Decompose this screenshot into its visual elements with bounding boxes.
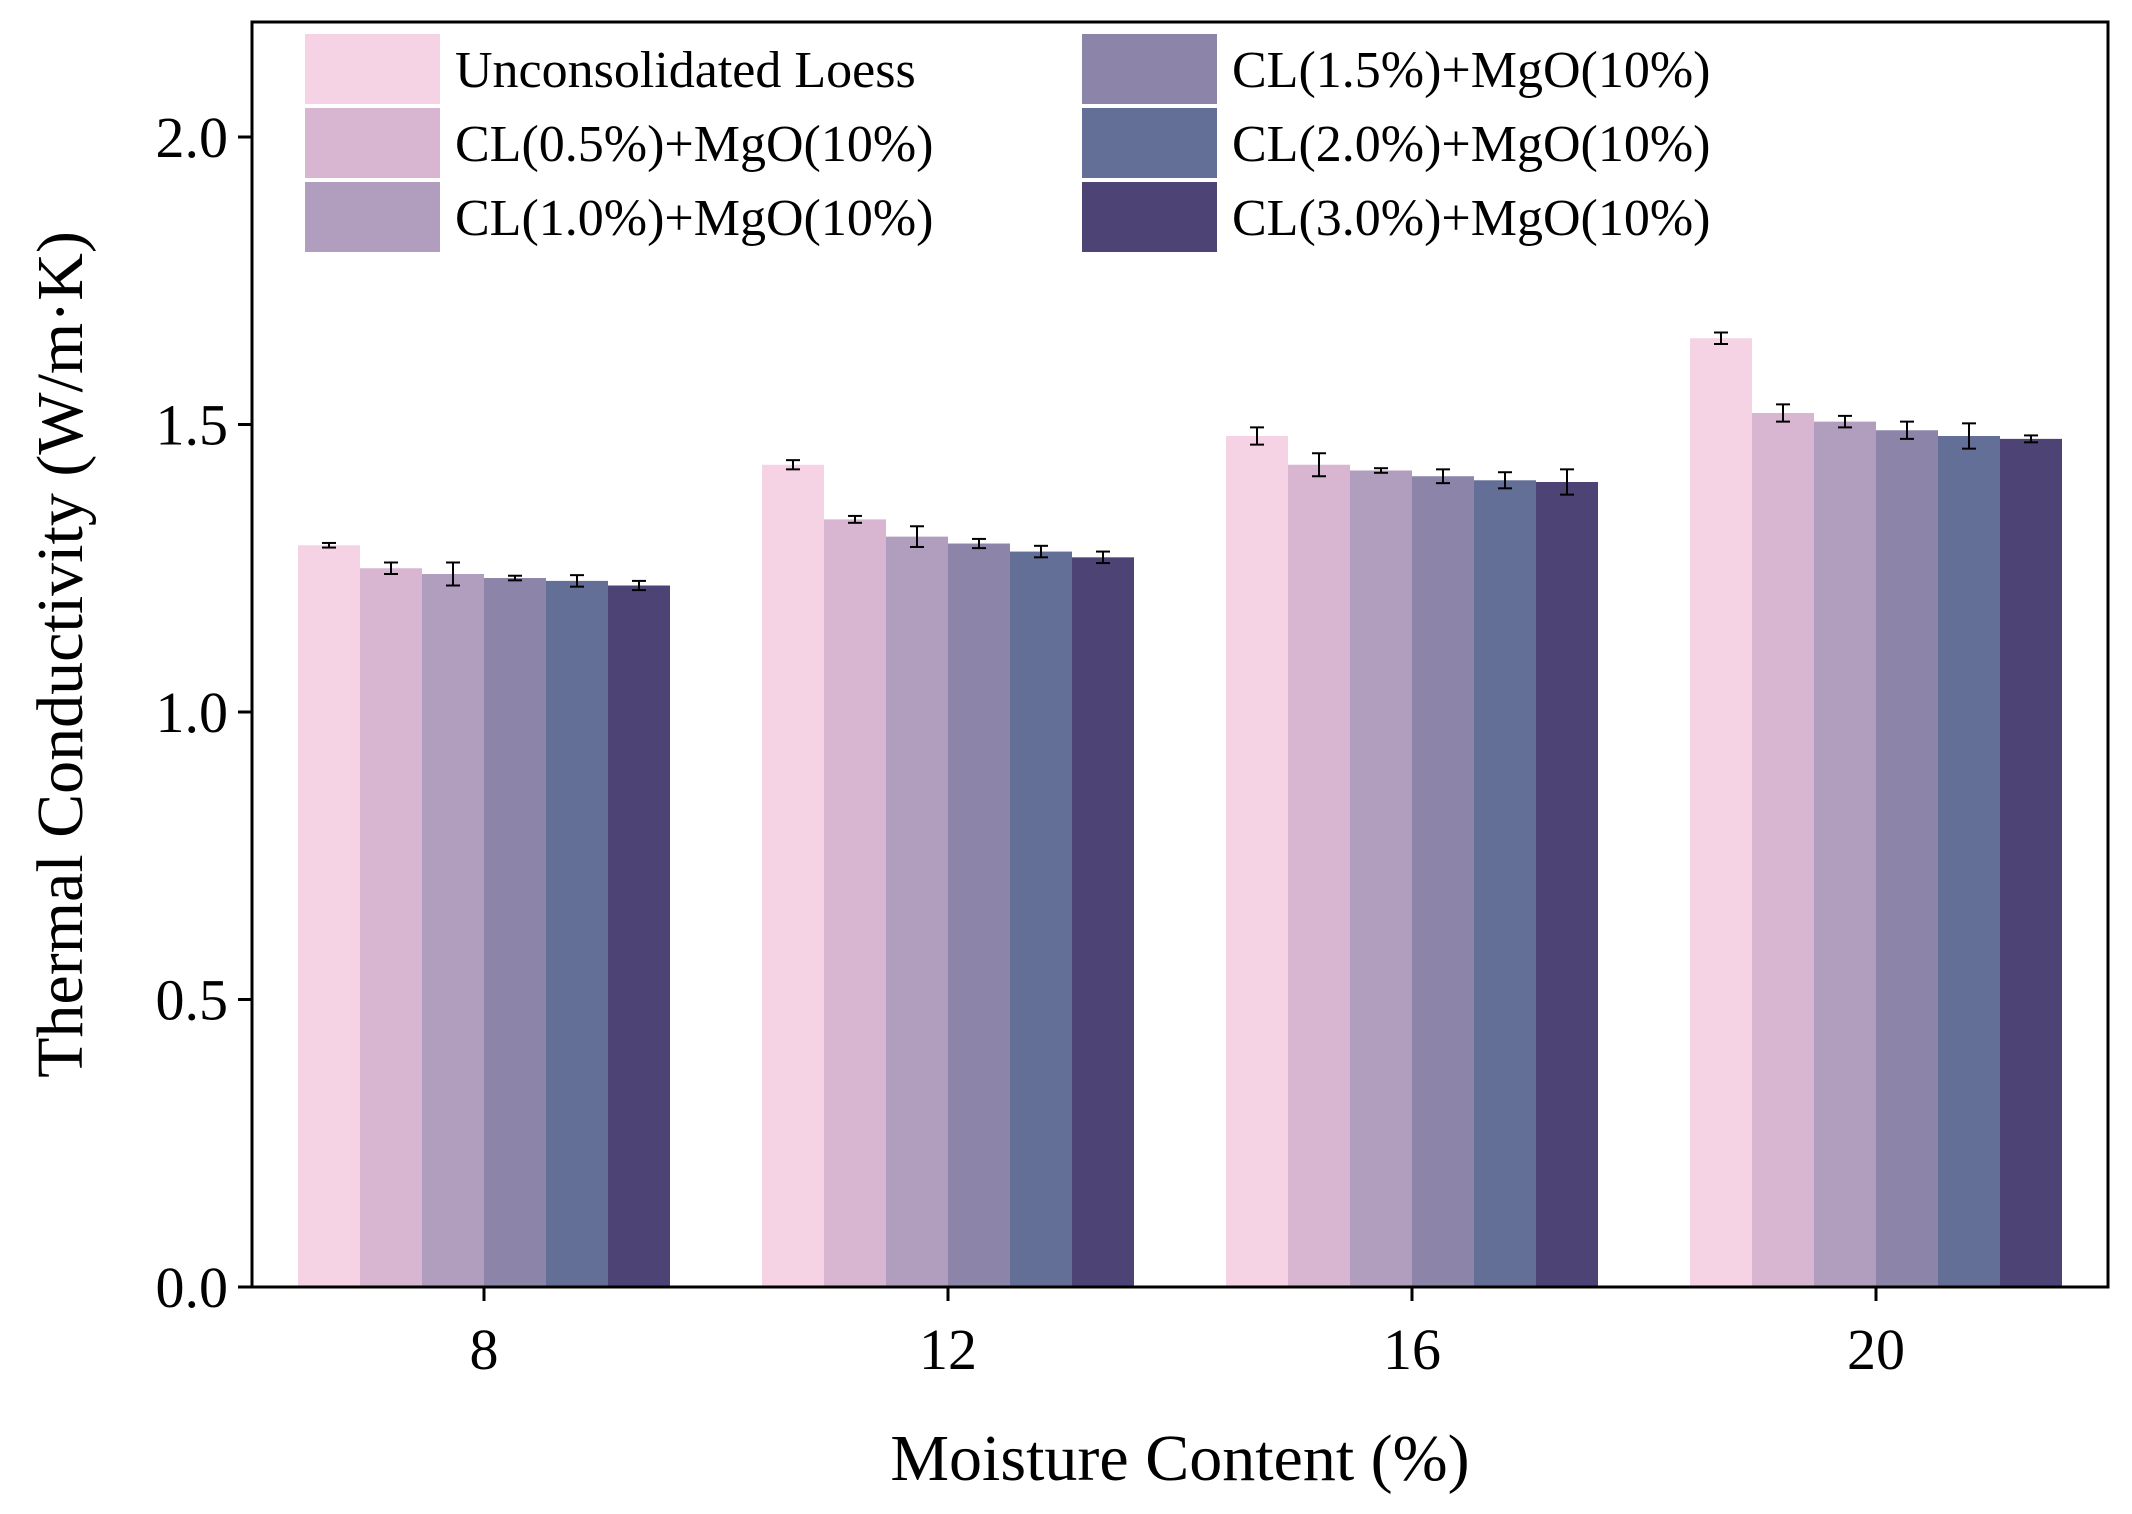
legend-swatch <box>305 108 440 178</box>
legend-label: CL(1.0%)+MgO(10%) <box>455 190 933 247</box>
bar-8-5 <box>608 585 670 1287</box>
bar-16-3 <box>1412 476 1474 1287</box>
bar-12-1 <box>824 519 886 1287</box>
y-tick-label: 1.5 <box>156 393 229 458</box>
error-bar-16-0 <box>1250 426 1264 446</box>
error-bar-20-1 <box>1776 403 1790 423</box>
error-bar-8-0 <box>322 541 336 549</box>
bar-20-1 <box>1752 413 1814 1287</box>
y-tick-label: 0.5 <box>156 968 229 1033</box>
error-bar-20-3 <box>1900 420 1914 440</box>
y-tick-label: 2.0 <box>156 105 229 170</box>
error-bar-16-3 <box>1436 468 1450 485</box>
error-bar-12-3 <box>972 537 986 550</box>
x-tick-label: 20 <box>1847 1317 1905 1382</box>
bar-8-3 <box>484 578 546 1287</box>
legend-item: CL(0.5%)+MgO(10%) <box>305 108 933 178</box>
bar-8-0 <box>298 545 360 1287</box>
error-bar-12-5 <box>1096 550 1110 565</box>
bar-8-2 <box>422 574 484 1287</box>
bar-20-5 <box>2000 438 2062 1287</box>
x-tick-label: 16 <box>1383 1317 1441 1382</box>
bars-layer <box>298 338 2062 1287</box>
bar-16-1 <box>1288 464 1350 1287</box>
error-bar-20-5 <box>2024 434 2038 444</box>
error-bar-8-3 <box>508 574 522 582</box>
error-bar-12-4 <box>1034 544 1048 559</box>
error-bar-20-2 <box>1838 414 1852 429</box>
y-tick-label: 0.0 <box>156 1255 229 1320</box>
legend-swatch <box>1082 108 1217 178</box>
error-bar-8-4 <box>570 574 584 588</box>
x-tick-label: 8 <box>470 1317 499 1382</box>
legend-item: CL(3.0%)+MgO(10%) <box>1082 182 1710 252</box>
x-tick-label: 12 <box>919 1317 977 1382</box>
error-bar-16-2 <box>1374 467 1388 474</box>
bar-20-2 <box>1814 421 1876 1287</box>
bar-8-4 <box>546 580 608 1287</box>
bar-12-0 <box>762 464 824 1287</box>
bar-16-5 <box>1536 482 1598 1287</box>
legend-item: CL(1.5%)+MgO(10%) <box>1082 34 1710 104</box>
bar-20-0 <box>1690 338 1752 1287</box>
error-bar-20-0 <box>1714 331 1728 345</box>
bar-8-1 <box>360 568 422 1287</box>
error-bar-8-2 <box>446 561 460 587</box>
legend-label: CL(0.5%)+MgO(10%) <box>455 116 933 173</box>
legend-label: CL(3.0%)+MgO(10%) <box>1232 190 1710 247</box>
error-bar-8-1 <box>384 561 398 575</box>
bar-16-4 <box>1474 480 1536 1287</box>
legend-label: CL(2.0%)+MgO(10%) <box>1232 116 1710 173</box>
legend-swatch <box>1082 182 1217 252</box>
ticks-layer: 8 12 16 20 0.0 0.5 1.0 1.5 2.0 <box>156 105 1906 1382</box>
legend-item: CL(2.0%)+MgO(10%) <box>1082 108 1710 178</box>
error-bar-12-1 <box>848 514 862 524</box>
bar-12-3 <box>948 543 1010 1287</box>
legend-swatch <box>1082 34 1217 104</box>
error-bar-16-5 <box>1560 468 1574 496</box>
legend-item: CL(1.0%)+MgO(10%) <box>305 182 933 252</box>
legend-label: Unconsolidated Loess <box>455 42 916 99</box>
y-tick-label: 1.0 <box>156 680 229 745</box>
y-axis-title: Thermal Conductivity (W/m·K) <box>24 231 97 1078</box>
legend-label: CL(1.5%)+MgO(10%) <box>1232 42 1710 99</box>
error-bar-12-2 <box>910 525 924 548</box>
error-bar-12-0 <box>786 459 800 471</box>
bar-20-3 <box>1876 430 1938 1287</box>
plot-frame <box>250 20 2110 1289</box>
error-bars-layer <box>322 331 2038 592</box>
x-axis-title: Moisture Content (%) <box>890 1422 1469 1495</box>
error-bar-16-4 <box>1498 471 1512 490</box>
bar-16-0 <box>1226 436 1288 1287</box>
bar-16-2 <box>1350 470 1412 1287</box>
error-bar-8-5 <box>632 579 646 592</box>
legend: Unconsolidated Loess CL(0.5%)+MgO(10%) CL(… <box>305 34 1710 252</box>
legend-swatch <box>305 182 440 252</box>
error-bar-20-4 <box>1962 422 1976 450</box>
legend-swatch <box>305 34 440 104</box>
bar-12-4 <box>1010 551 1072 1287</box>
bar-12-5 <box>1072 557 1134 1287</box>
legend-item: Unconsolidated Loess <box>305 34 916 104</box>
bar-20-4 <box>1938 436 2000 1287</box>
error-bar-16-1 <box>1312 452 1326 478</box>
bar-12-2 <box>886 536 948 1287</box>
